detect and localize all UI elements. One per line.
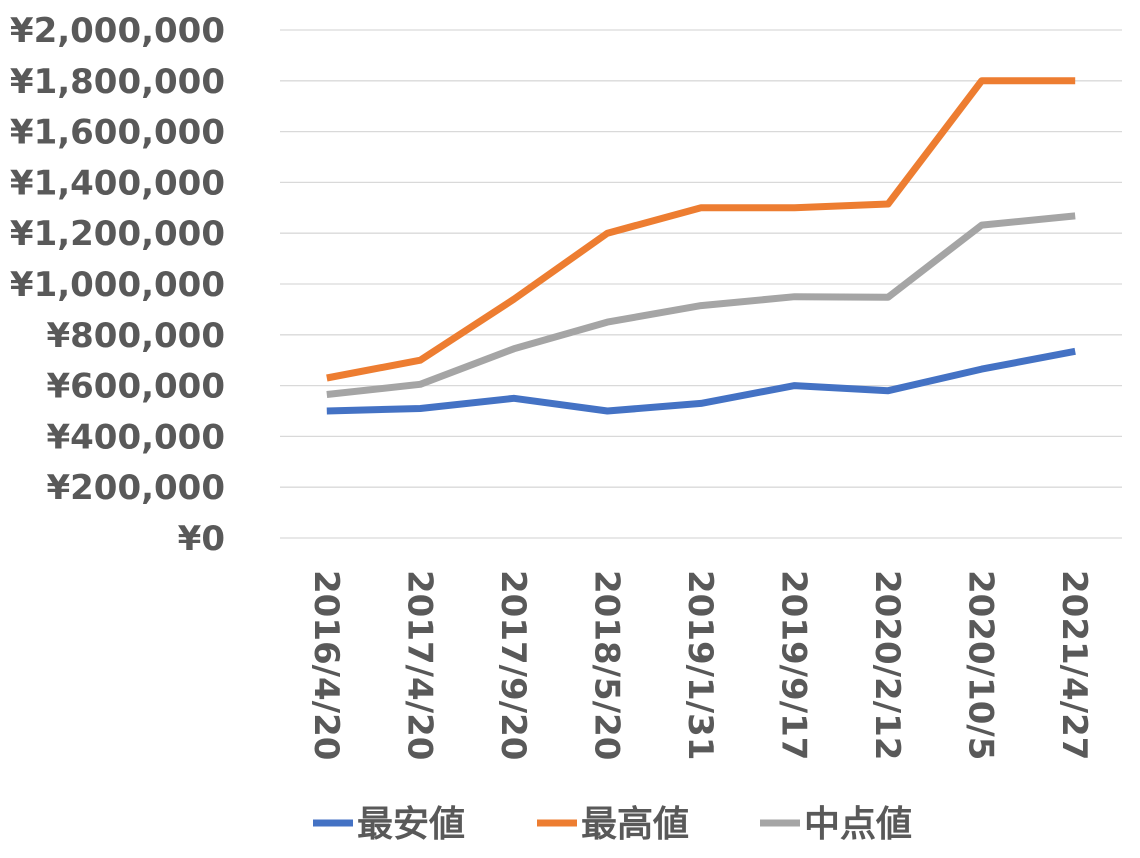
y-tick-label: ¥1,400,000 — [10, 163, 225, 203]
y-tick-label: ¥1,000,000 — [10, 265, 225, 305]
legend-label: 最高値 — [581, 804, 689, 845]
x-tick-label: 2018/5/20 — [586, 570, 626, 760]
series-line — [326, 77, 1076, 382]
y-tick-label: ¥1,800,000 — [10, 62, 225, 102]
y-tick-label: ¥200,000 — [46, 468, 225, 508]
y-tick-label: ¥1,600,000 — [10, 113, 225, 153]
y-tick-label: ¥2,000,000 — [10, 11, 225, 51]
legend-label: 中点値 — [804, 804, 912, 845]
x-tick-label: 2019/9/17 — [774, 570, 814, 760]
x-tick-label: 2021/4/27 — [1054, 570, 1094, 760]
x-tick-label: 2017/9/20 — [493, 570, 533, 760]
y-tick-label: ¥800,000 — [46, 316, 225, 356]
y-tick-label: ¥400,000 — [46, 417, 225, 457]
x-tick-label: 2016/4/20 — [306, 570, 346, 760]
series-line — [326, 212, 1076, 398]
y-tick-label: ¥1,200,000 — [10, 214, 225, 254]
legend-label: 最安値 — [357, 804, 465, 845]
y-tick-label: ¥0 — [178, 519, 225, 559]
x-tick-label: 2020/10/5 — [961, 570, 1001, 760]
x-axis-tick-labels: 2016/4/20 2017/4/20 2017/9/20 2018/5/20 2019… — [306, 570, 1094, 760]
y-tick-label: ¥600,000 — [46, 367, 225, 407]
series-lines — [326, 77, 1076, 415]
x-tick-label: 2020/2/12 — [867, 570, 907, 760]
series-line — [326, 347, 1076, 415]
x-tick-label: 2017/4/20 — [399, 570, 439, 760]
gridlines — [280, 29, 1122, 539]
y-axis-tick-labels: ¥0 ¥200,000 ¥400,000 ¥600,000 ¥800,000 ¥1,000… — [10, 11, 225, 559]
x-tick-label: 2019/1/31 — [680, 570, 720, 760]
legend: 最安値 最高値 中点値 — [313, 804, 912, 845]
